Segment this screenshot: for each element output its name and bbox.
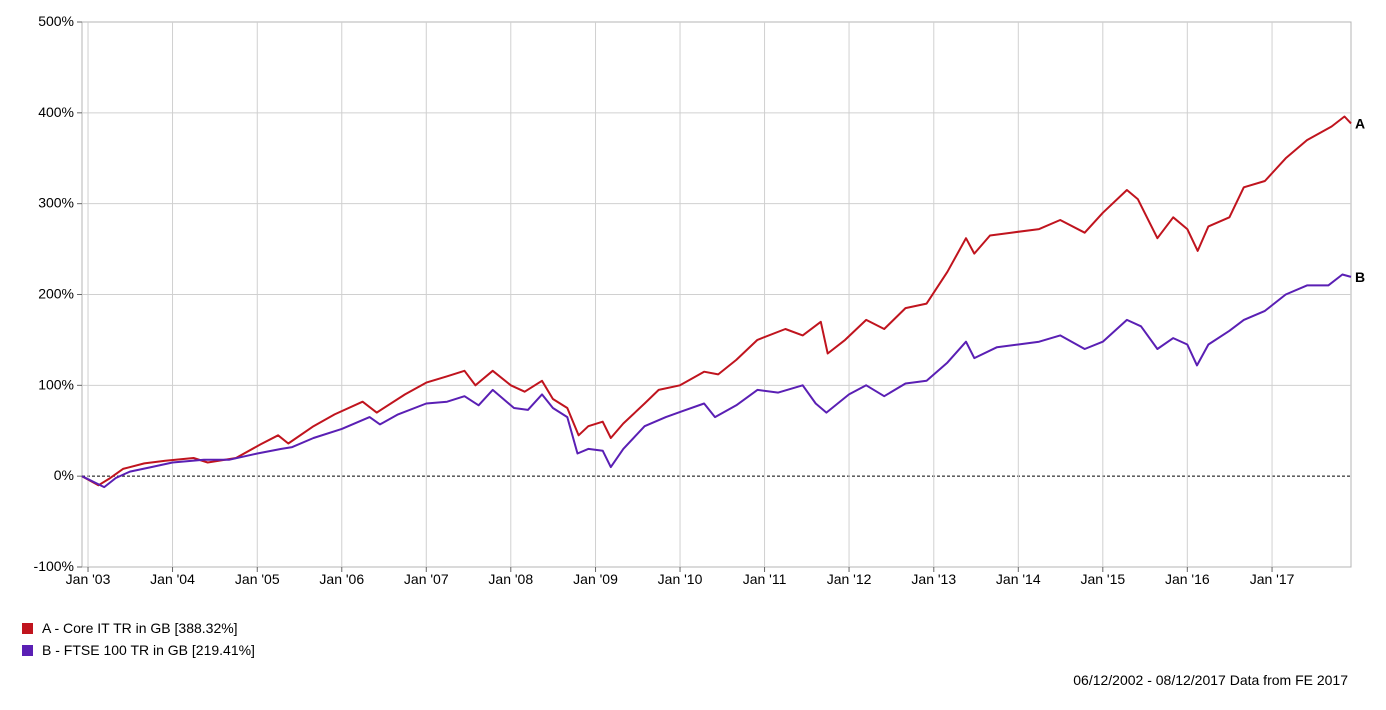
chart-legend: A - Core IT TR in GB [388.32%] B - FTSE … — [22, 617, 255, 661]
x-tick-label: Jan '07 — [404, 571, 449, 587]
x-tick-label: Jan '14 — [996, 571, 1041, 587]
x-tick-label: Jan '12 — [827, 571, 872, 587]
y-tick-label: 400% — [38, 104, 74, 120]
data-source-footer: 06/12/2002 - 08/12/2017 Data from FE 201… — [1073, 672, 1348, 688]
x-tick-label: Jan '08 — [488, 571, 533, 587]
legend-label-a: A - Core IT TR in GB [388.32%] — [42, 620, 238, 636]
x-tick-label: Jan '06 — [319, 571, 364, 587]
legend-swatch-a — [22, 622, 33, 634]
legend-item-b: B - FTSE 100 TR in GB [219.41%] — [22, 639, 255, 661]
x-tick-label: Jan '16 — [1165, 571, 1210, 587]
y-tick-label: 0% — [54, 467, 74, 483]
series-end-labels: AB — [1355, 115, 1365, 284]
series-lines — [81, 115, 1352, 489]
y-tick-label: 200% — [38, 286, 74, 302]
legend-swatch-b — [22, 644, 33, 656]
x-tick-label: Jan '09 — [573, 571, 618, 587]
series-line-a — [81, 115, 1352, 487]
y-tick-label: 100% — [38, 376, 74, 392]
x-tick-label: Jan '17 — [1250, 571, 1295, 587]
x-tick-label: Jan '13 — [911, 571, 956, 587]
series-end-label-a: A — [1355, 115, 1365, 131]
x-tick-label: Jan '04 — [150, 571, 195, 587]
y-tick-label: 300% — [38, 195, 74, 211]
legend-label-b: B - FTSE 100 TR in GB [219.41%] — [42, 642, 255, 658]
y-tick-label: 500% — [38, 13, 74, 29]
x-tick-label: Jan '05 — [235, 571, 280, 587]
legend-item-a: A - Core IT TR in GB [388.32%] — [22, 617, 255, 639]
x-tick-label: Jan '11 — [743, 571, 787, 587]
chart-grid — [81, 21, 1352, 568]
x-axis-ticks: Jan '03 Jan '04 Jan '05 Jan '06 Jan '07 Jan '… — [66, 567, 1295, 587]
series-line-b — [81, 273, 1352, 489]
x-tick-label: Jan '15 — [1080, 571, 1125, 587]
y-tick-label: -100% — [34, 558, 74, 574]
series-end-label-b: B — [1355, 269, 1365, 285]
x-tick-label: Jan '10 — [658, 571, 703, 587]
x-tick-label: Jan '03 — [66, 571, 111, 587]
y-axis-ticks: -100% 0% 100% 200% 300% 400% 500% — [34, 13, 82, 574]
line-chart: -100%0%100%200%300%400%500% Jan '03 Jan '… — [34, 13, 1366, 587]
